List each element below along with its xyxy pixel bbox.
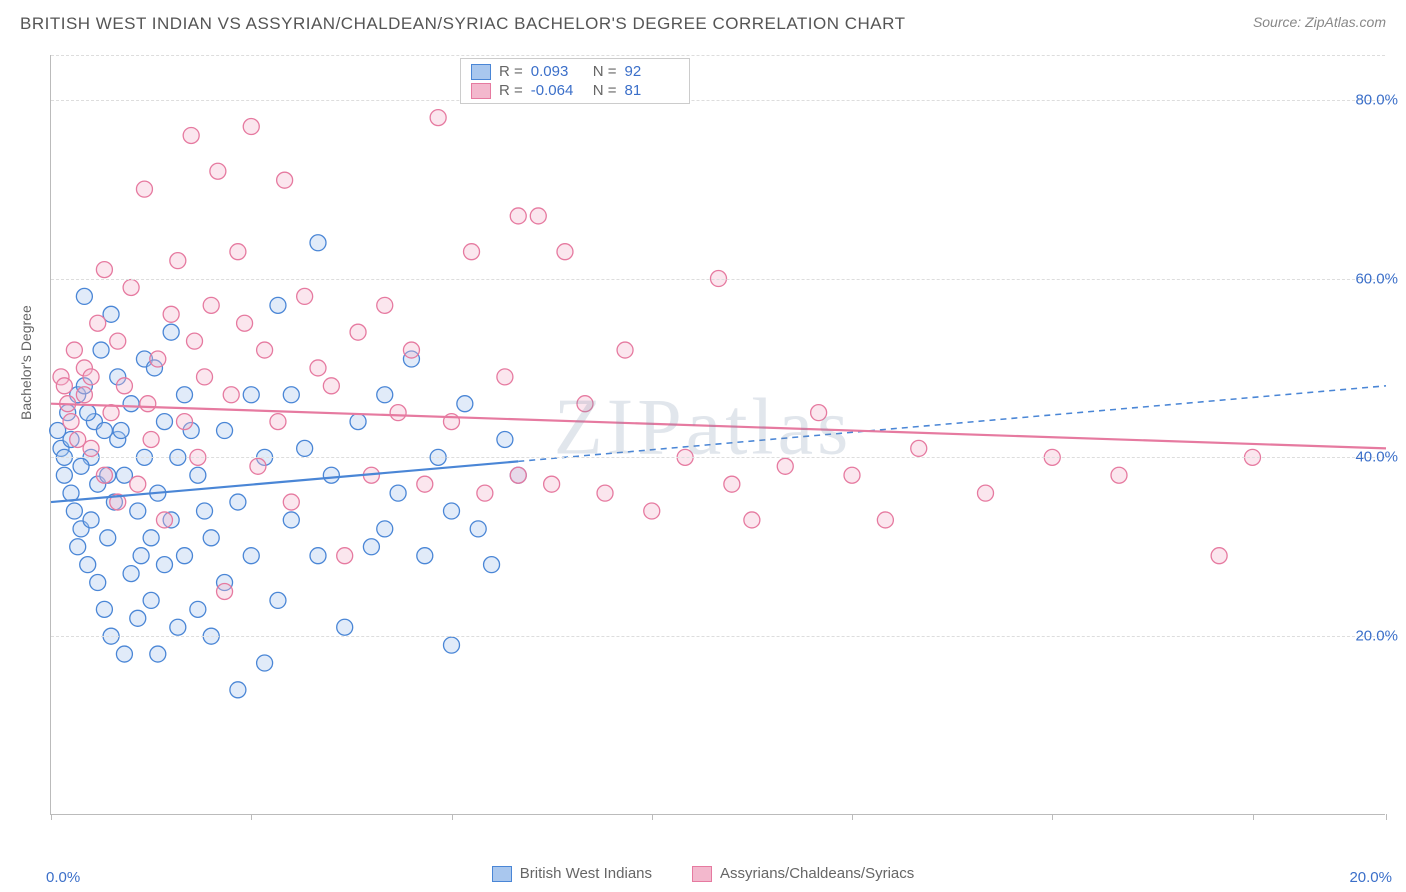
chart-title: BRITISH WEST INDIAN VS ASSYRIAN/CHALDEAN… [20, 14, 905, 34]
source-citation: Source: ZipAtlas.com [1253, 14, 1386, 30]
n-value-2: 81 [625, 82, 679, 99]
r-label: R = [499, 63, 523, 80]
series-legend: British West Indians Assyrians/Chaldeans… [0, 857, 1406, 892]
n-value-1: 92 [625, 63, 679, 80]
swatch-bottom-2 [692, 866, 712, 882]
correlation-legend: R = 0.093 N = 92 R = -0.064 N = 81 [460, 58, 690, 104]
legend-label-2: Assyrians/Chaldeans/Syriacs [720, 865, 914, 882]
x-tick-min: 0.0% [46, 869, 80, 886]
legend-label-1: British West Indians [520, 865, 652, 882]
legend-item-2: Assyrians/Chaldeans/Syriacs [692, 865, 914, 882]
swatch-series-1 [471, 64, 491, 80]
scatter-plot-svg [51, 55, 1385, 814]
y-tick-label: 60.0% [1355, 270, 1398, 287]
r-label: R = [499, 82, 523, 99]
r-value-1: 0.093 [531, 63, 585, 80]
swatch-bottom-1 [492, 866, 512, 882]
n-label: N = [593, 82, 617, 99]
y-tick-label: 80.0% [1355, 91, 1398, 108]
legend-row-series-2: R = -0.064 N = 81 [471, 82, 679, 99]
legend-item-1: British West Indians [492, 865, 652, 882]
y-tick-label: 20.0% [1355, 628, 1398, 645]
swatch-series-2 [471, 83, 491, 99]
n-label: N = [593, 63, 617, 80]
r-value-2: -0.064 [531, 82, 585, 99]
y-tick-label: 40.0% [1355, 449, 1398, 466]
y-axis-label: Bachelor's Degree [18, 305, 34, 420]
chart-plot-area [50, 55, 1385, 815]
x-tick-max: 20.0% [1349, 869, 1392, 886]
legend-row-series-1: R = 0.093 N = 92 [471, 63, 679, 80]
